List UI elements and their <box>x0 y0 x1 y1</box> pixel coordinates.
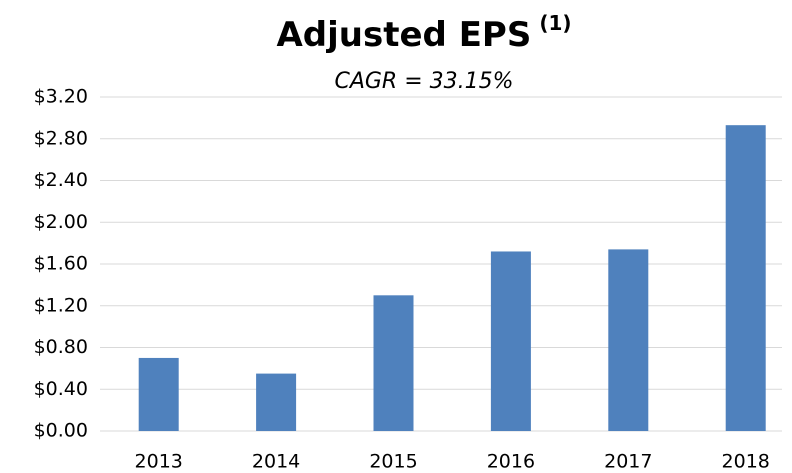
bar <box>373 295 414 431</box>
y-tick-label: $2.80 <box>34 127 88 149</box>
x-tick-label: 2015 <box>369 451 417 473</box>
y-tick-label: $2.40 <box>34 169 88 191</box>
x-tick-label: 2013 <box>135 451 183 473</box>
y-tick-label: $0.80 <box>34 336 88 358</box>
chart-title-group: Adjusted EPS (1) <box>276 11 571 55</box>
chart-subtitle: CAGR = 33.15% <box>334 69 513 94</box>
x-tick-label: 2016 <box>487 451 535 473</box>
x-tick-label: 2017 <box>604 451 652 473</box>
y-tick-label: $2.00 <box>34 211 88 233</box>
chart-title: Adjusted EPS <box>276 15 531 55</box>
x-tick-label: 2014 <box>252 451 300 473</box>
y-tick-label: $0.40 <box>34 378 88 400</box>
bar <box>256 373 297 431</box>
x-tick-label: 2018 <box>722 451 770 473</box>
y-tick-label: $1.20 <box>34 294 88 316</box>
y-tick-label: $0.00 <box>34 420 88 442</box>
bar <box>725 125 766 432</box>
y-tick-label: $3.20 <box>34 86 88 108</box>
y-tick-label: $1.60 <box>34 253 88 275</box>
bar <box>490 251 531 431</box>
bar <box>608 249 649 431</box>
bar <box>138 357 179 431</box>
title-superscript: (1) <box>539 11 571 35</box>
